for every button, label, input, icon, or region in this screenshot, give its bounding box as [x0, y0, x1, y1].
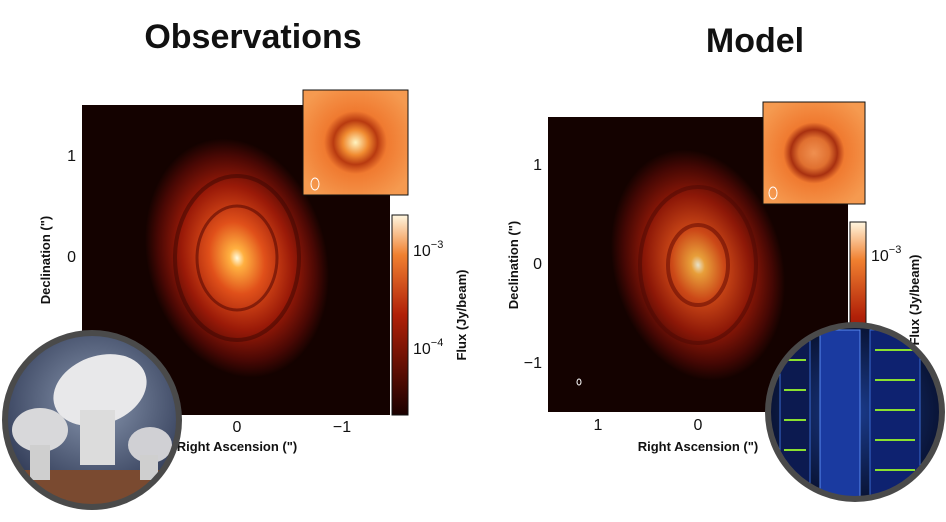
colorbar-tick: 10−4 [413, 337, 443, 358]
ring [638, 185, 758, 345]
x-tick-label: 0 [694, 417, 703, 434]
y-tick-label: −1 [524, 355, 542, 372]
telescope-photo [6, 334, 178, 506]
x-axis-label: Right Ascension (") [638, 439, 759, 454]
tick-base: 10 [413, 243, 431, 260]
y-tick-label: 1 [533, 157, 542, 174]
photo-frame [2, 330, 182, 510]
inset [302, 89, 409, 196]
ring [195, 204, 279, 312]
inset [762, 101, 866, 205]
y-tick-label: 1 [67, 148, 76, 165]
ring [666, 223, 730, 307]
x-axis-label: Right Ascension (") [177, 439, 298, 454]
x-tick-label: 0 [233, 419, 242, 436]
panel-title: Observations [144, 18, 361, 56]
tick-base: 10 [871, 248, 889, 265]
colorbar-tick: 10−3 [871, 244, 901, 265]
panel-title: Model [706, 22, 804, 60]
y-tick-label: 0 [67, 249, 76, 266]
disk [610, 148, 786, 382]
y-axis-label: Declination (") [38, 216, 53, 305]
beam [310, 177, 320, 191]
tick-base: 10 [413, 341, 431, 358]
disk [144, 137, 330, 379]
tick-exponent: −3 [889, 244, 902, 256]
x-tick-label: 1 [594, 417, 603, 434]
x-tick-label: −1 [333, 419, 351, 436]
beam [768, 186, 778, 200]
colorbar [391, 214, 409, 416]
photo-frame [765, 322, 945, 502]
colorbar-label: Flux (Jy/beam) [907, 254, 922, 345]
beam [576, 378, 582, 386]
colorbar-tick: 10−3 [413, 239, 443, 260]
y-tick-label: 0 [533, 256, 542, 273]
tick-exponent: −4 [431, 337, 444, 349]
ring [173, 174, 301, 342]
server-photo [769, 326, 941, 498]
colorbar-label: Flux (Jy/beam) [454, 269, 469, 360]
tick-exponent: −3 [431, 239, 444, 251]
y-axis-label: Declination (") [506, 221, 521, 310]
